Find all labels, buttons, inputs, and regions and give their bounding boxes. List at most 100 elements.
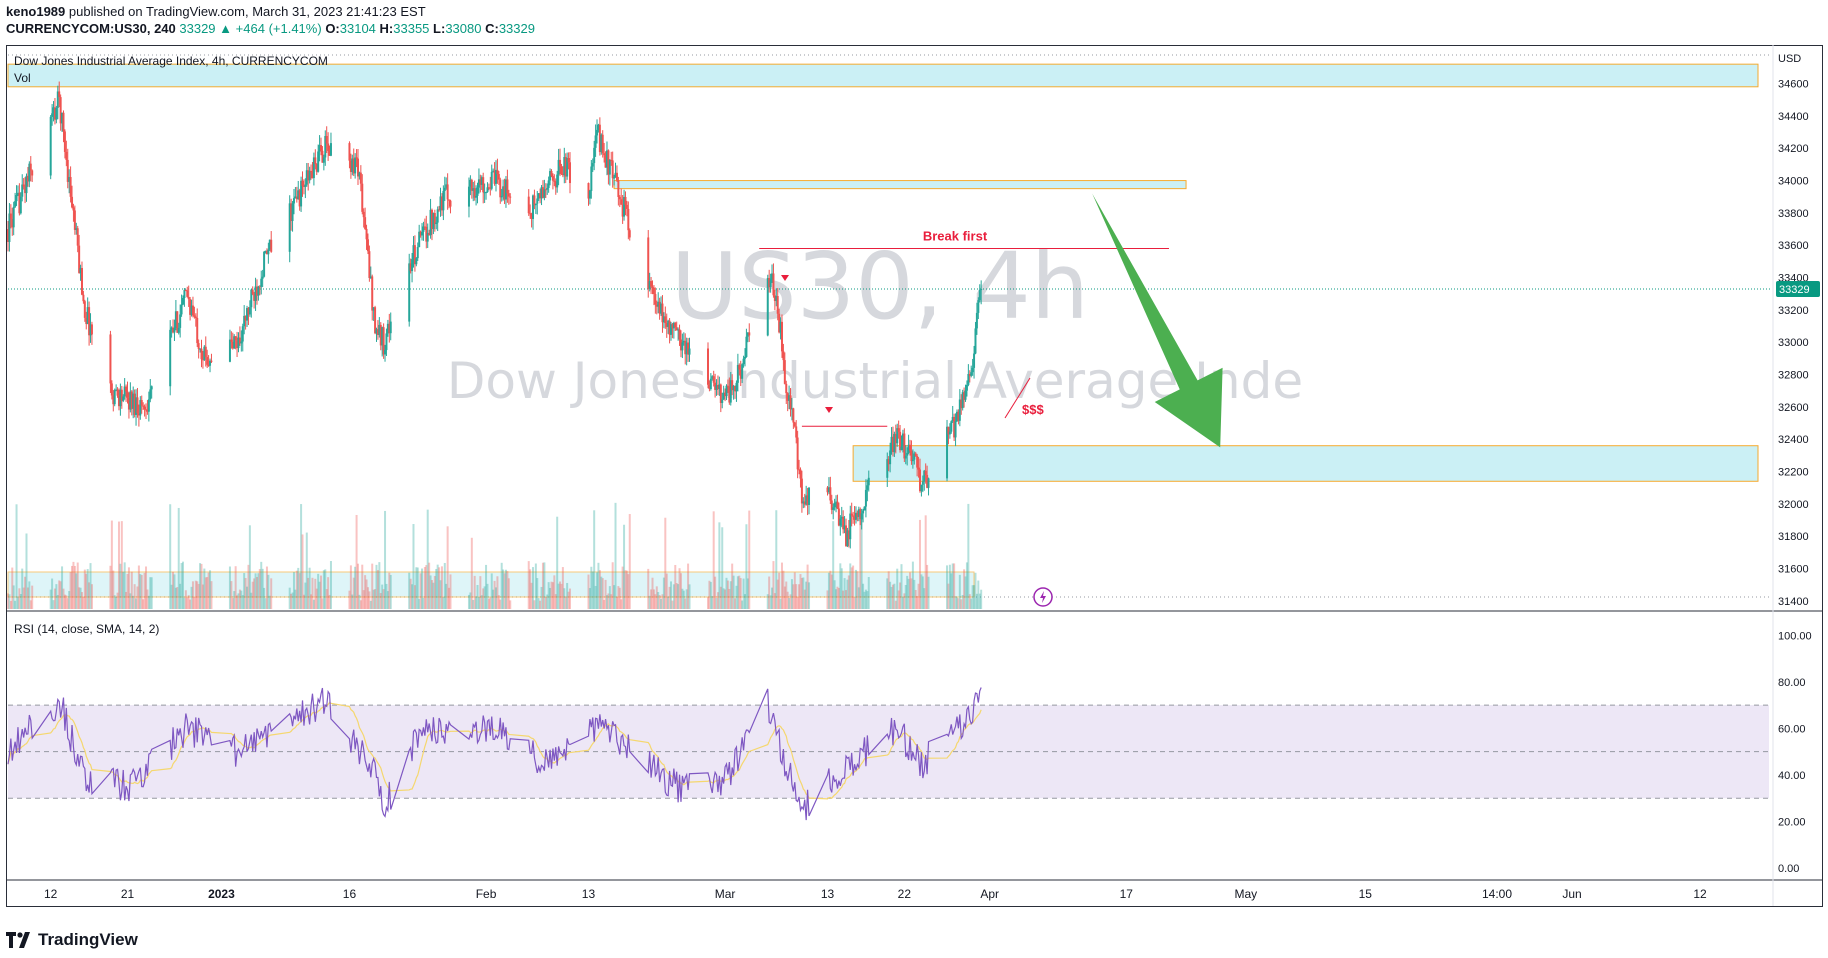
- volume-bar: [186, 597, 189, 609]
- candle-body: [708, 384, 711, 390]
- volume-bar: [607, 593, 610, 609]
- candle-body: [247, 308, 250, 315]
- candle-body: [445, 184, 448, 188]
- volume-bar: [836, 586, 839, 609]
- volume-bar: [8, 594, 11, 609]
- candle-body: [489, 187, 492, 189]
- candle-body: [665, 323, 668, 327]
- drawings[interactable]: Break first $$$: [759, 193, 1223, 607]
- candle-body: [688, 348, 691, 355]
- candle-body: [28, 163, 31, 182]
- volume-bar: [975, 593, 978, 609]
- volume-bar: [304, 582, 307, 609]
- volume-bar: [357, 563, 359, 609]
- candle-body: [614, 172, 617, 178]
- grid: [6, 45, 1822, 906]
- candle-body: [921, 481, 924, 485]
- volume-bar: [59, 581, 62, 609]
- candle-body: [231, 341, 234, 349]
- volume-bar: [298, 573, 301, 609]
- volume-bar: [847, 575, 850, 609]
- publish-text: published on TradingView.com, March 31, …: [68, 4, 426, 19]
- volume-bar: [354, 566, 357, 609]
- volume-bar: [496, 576, 499, 609]
- volume-bar: [677, 584, 680, 609]
- candle-body: [189, 299, 192, 315]
- candle-body: [661, 303, 664, 323]
- candle-body: [270, 239, 273, 252]
- candle-body: [893, 433, 896, 453]
- volume-bar: [179, 583, 182, 609]
- candle-body: [56, 91, 59, 108]
- candle-body: [482, 177, 485, 193]
- volume-bar: [891, 584, 894, 609]
- volume-bar: [654, 594, 657, 609]
- volume-bar: [795, 584, 798, 609]
- volume-bar: [769, 595, 772, 609]
- volume-bar: [348, 590, 351, 609]
- candle-body: [110, 383, 113, 396]
- volume-bar: [430, 580, 433, 609]
- candle-body: [564, 157, 567, 177]
- volume-bar: [378, 562, 381, 609]
- candle-body: [796, 437, 799, 470]
- candle-body: [378, 324, 381, 335]
- volume-bar: [783, 586, 786, 609]
- candle-body: [433, 213, 436, 225]
- volume-bar: [472, 599, 475, 609]
- volume-bar: [470, 537, 473, 609]
- volume-bar: [961, 594, 964, 609]
- zones[interactable]: [7, 63, 1759, 598]
- volume-bar: [433, 575, 436, 609]
- volume-bar: [305, 532, 308, 609]
- volume-bar: [7, 593, 9, 609]
- candle-body: [799, 469, 802, 479]
- candle-body: [862, 510, 865, 514]
- candle-body: [206, 357, 209, 365]
- candle-body: [968, 373, 971, 376]
- candle-body: [129, 391, 132, 410]
- volume-bar: [857, 587, 860, 609]
- candle-body: [136, 397, 139, 414]
- candle-body: [856, 512, 859, 517]
- candle-body: [487, 187, 490, 189]
- publisher-name[interactable]: keno1989: [6, 4, 66, 19]
- high-label: H:: [379, 21, 394, 36]
- volume-bar: [671, 600, 674, 609]
- candle-body: [857, 509, 860, 517]
- candle-body: [443, 187, 446, 191]
- rsi-label: RSI (14, close, SMA, 14, 2): [14, 622, 159, 636]
- volume-bar: [382, 589, 385, 609]
- candle-body: [846, 530, 849, 546]
- rsi-tick-label: 80.00: [1778, 677, 1806, 689]
- volume-bar: [140, 575, 143, 609]
- candle-body: [176, 311, 179, 333]
- candle-body: [806, 495, 809, 505]
- candle-body: [294, 196, 297, 199]
- candle-body: [766, 278, 769, 336]
- volume-bar: [123, 562, 126, 609]
- candle-body: [611, 160, 614, 179]
- volume-bar: [830, 574, 833, 609]
- vol-label: Vol: [14, 71, 31, 85]
- volume-bar: [853, 597, 856, 609]
- tradingview-logo[interactable]: TradingView: [6, 930, 138, 950]
- volume-bar: [83, 569, 86, 609]
- volume-bar: [587, 574, 590, 609]
- volume-bar: [258, 569, 261, 609]
- candle-body: [736, 364, 739, 383]
- volume-bar: [664, 517, 667, 609]
- candle-body: [672, 322, 675, 329]
- candle-body: [541, 187, 544, 198]
- volume-bar: [534, 563, 537, 609]
- volume-bar: [251, 581, 254, 609]
- watermark: US30, 4h Dow Jones Industrial Average In…: [447, 233, 1303, 410]
- volume-bar: [133, 584, 136, 609]
- volume-bar: [620, 599, 623, 609]
- volume-bar: [320, 575, 323, 609]
- candle-body: [25, 175, 28, 194]
- volume-bar: [169, 504, 172, 609]
- volume-bar: [291, 592, 294, 609]
- volume-bar: [467, 594, 470, 609]
